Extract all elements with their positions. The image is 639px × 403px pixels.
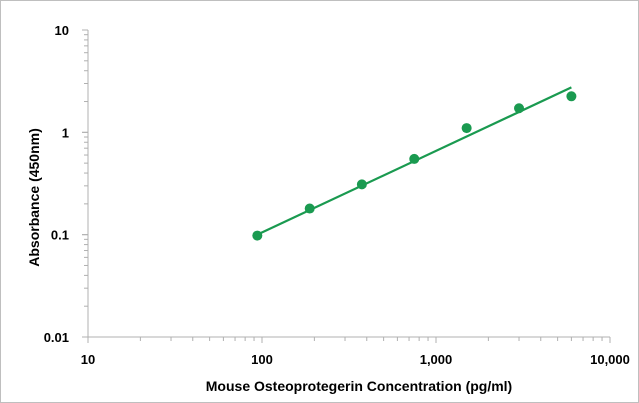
y-tick-label: 0.01 (44, 330, 69, 345)
y-tick-label: 1 (62, 125, 69, 140)
data-series (252, 86, 577, 241)
data-point (409, 153, 420, 164)
data-point (252, 230, 263, 241)
x-tick-label: 100 (251, 352, 273, 367)
y-tick-label: 10 (55, 23, 69, 38)
data-point (304, 203, 315, 214)
y-axis-title: Absorbance (450nm) (26, 128, 42, 266)
x-tick-labels: 10 100 1,000 10,000 (81, 352, 630, 367)
data-point (461, 123, 472, 134)
x-tick-label: 1,000 (420, 352, 453, 367)
data-point (356, 179, 367, 190)
data-point (514, 103, 525, 114)
axis-ticks (82, 29, 611, 343)
x-tick-label: 10,000 (590, 352, 630, 367)
data-point (566, 91, 577, 102)
y-tick-labels: 0.01 0.1 1 10 (44, 23, 69, 345)
y-tick-label: 0.1 (51, 228, 69, 243)
x-tick-label: 10 (81, 352, 95, 367)
axes (87, 30, 610, 338)
x-axis-title: Mouse Osteoprotegerin Concentration (pg/… (206, 378, 512, 394)
